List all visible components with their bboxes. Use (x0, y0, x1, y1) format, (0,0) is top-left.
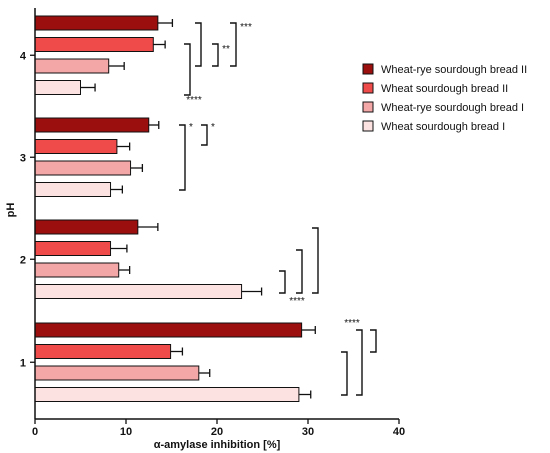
significance-label: *** (240, 22, 252, 33)
y-tick-label: 4 (20, 50, 27, 62)
legend-swatch (362, 63, 374, 75)
y-axis-title: pH (5, 203, 17, 218)
significance-bracket (230, 22, 237, 67)
legend-label: Wheat sourdough bread II (381, 83, 508, 95)
significance-label: **** (289, 296, 305, 307)
bar (34, 37, 154, 52)
bar (34, 139, 118, 154)
bar (34, 322, 303, 338)
x-tick-label: 10 (120, 426, 132, 438)
bar (34, 80, 81, 95)
bar (34, 262, 120, 278)
bar (34, 344, 172, 359)
legend-swatch (362, 120, 374, 132)
axes: 0 10 20 30 40 4 3 2 1 (20, 8, 405, 438)
significance-label: **** (344, 318, 360, 329)
bar (34, 241, 112, 256)
legend-swatch (362, 82, 374, 94)
y-tick-label: 1 (20, 357, 26, 369)
bar (34, 160, 132, 176)
legend-label: Wheat-rye sourdough bread II (381, 64, 527, 76)
significance-bracket (184, 43, 191, 96)
significance-bracket (212, 43, 219, 67)
significance-bracket (370, 329, 377, 353)
bar (34, 182, 112, 197)
bar (34, 284, 243, 299)
legend: Wheat-rye sourdough bread II Wheat sourdo… (362, 63, 527, 133)
x-axis-title: α-amylase inhibition [%] (154, 439, 281, 451)
bar (34, 365, 200, 381)
bar-layer (34, 15, 316, 402)
bar (34, 58, 110, 74)
bar (34, 219, 139, 235)
bar (34, 15, 159, 31)
significance-layer: ********** ********* (179, 22, 377, 396)
significance-label: ** (222, 44, 230, 55)
bar (34, 117, 150, 133)
legend-label: Wheat-rye sourdough bread I (381, 102, 524, 114)
legend-label: Wheat sourdough bread I (381, 121, 505, 133)
significance-label: **** (186, 95, 202, 106)
significance-bracket (341, 351, 348, 396)
x-tick-label: 40 (393, 426, 405, 438)
significance-bracket (279, 270, 286, 294)
significance-bracket (356, 329, 363, 396)
significance-bracket (312, 227, 319, 294)
significance-bracket (195, 22, 202, 67)
significance-bracket (179, 124, 186, 191)
x-tick-label: 30 (302, 426, 314, 438)
significance-label: * (211, 122, 215, 133)
significance-bracket (296, 249, 303, 294)
legend-swatch (362, 101, 374, 113)
significance-bracket (201, 124, 208, 146)
significance-label: * (189, 122, 193, 133)
x-tick-label: 0 (32, 426, 38, 438)
y-tick-label: 2 (20, 254, 26, 266)
x-tick-label: 20 (211, 426, 223, 438)
y-tick-label: 3 (20, 152, 26, 164)
bar (34, 387, 300, 402)
